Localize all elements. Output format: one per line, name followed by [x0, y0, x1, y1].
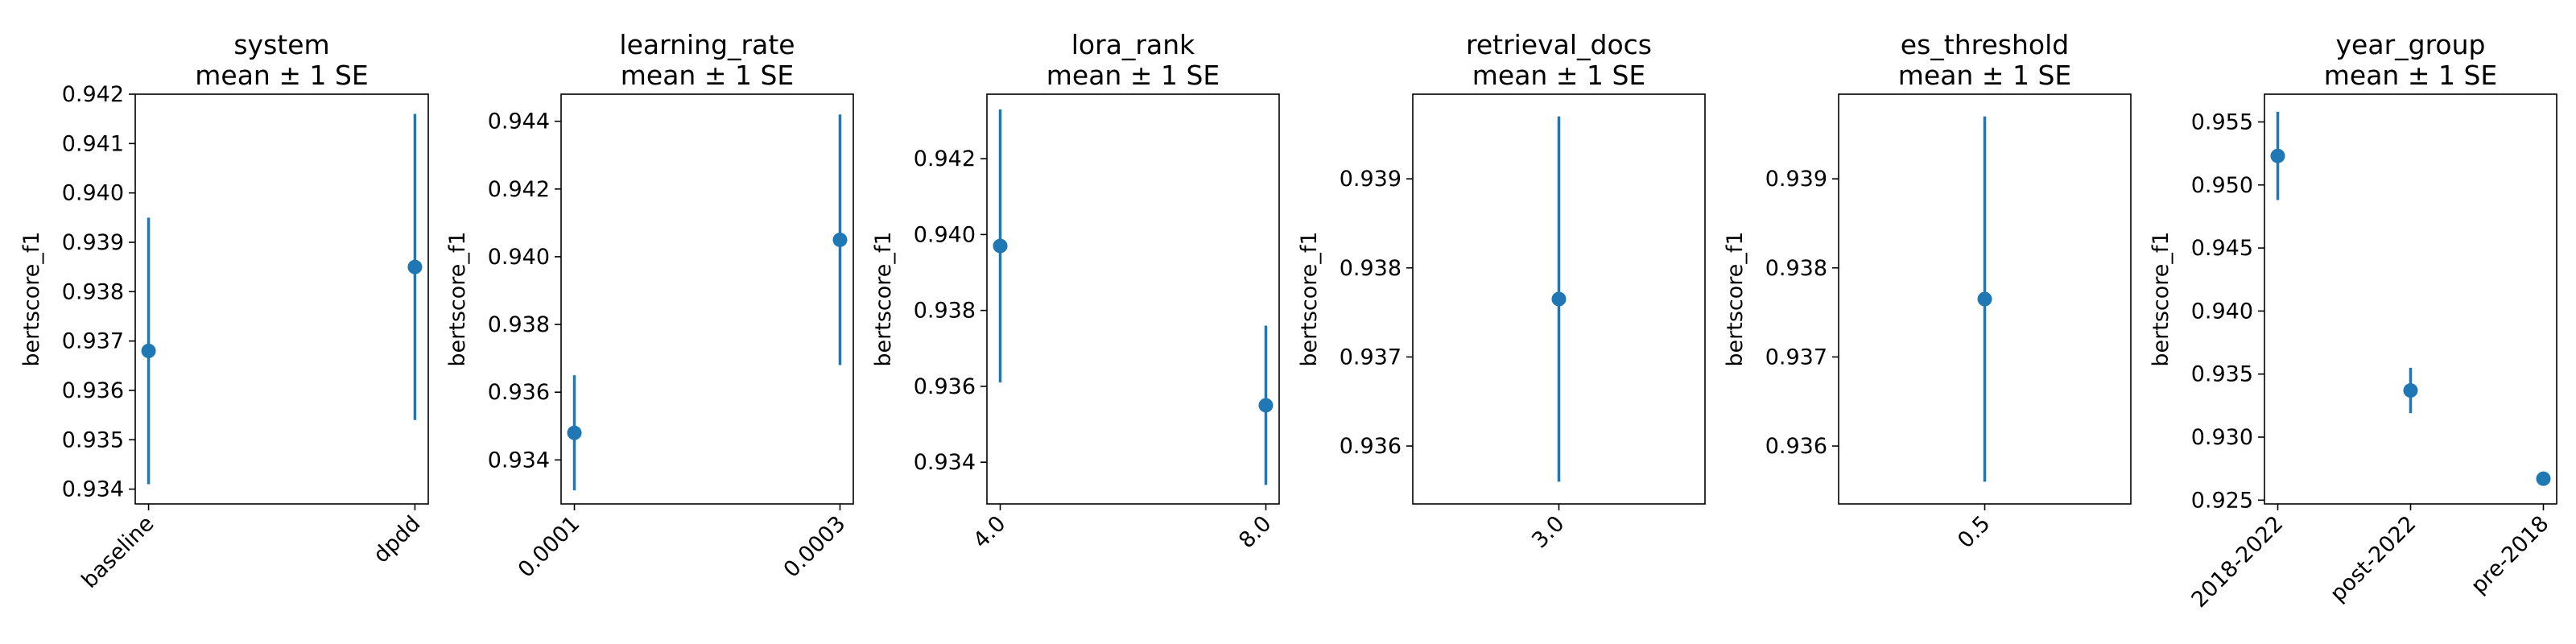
panel-subtitle: mean ± 1 SE	[2324, 60, 2498, 91]
y-tick-label: 0.937	[62, 329, 124, 354]
panel-subtitle: mean ± 1 SE	[1046, 60, 1220, 91]
y-tick-label: 0.939	[1340, 167, 1402, 192]
plot-frame	[1412, 93, 1706, 505]
y-tick-label: 0.955	[2191, 109, 2253, 134]
x-tick-label: 8.0	[1234, 511, 1276, 553]
y-tick-label: 0.930	[2191, 425, 2253, 450]
y-tick-label: 0.935	[2191, 362, 2253, 387]
y-tick-label: 0.940	[2191, 299, 2253, 324]
x-tick-label: dpdd	[369, 511, 425, 568]
plot-frame	[560, 93, 854, 505]
y-tick-label: 0.940	[914, 222, 976, 247]
panel-title: learning_rate	[619, 29, 795, 60]
plot-frame	[986, 93, 1280, 505]
y-tick-label: 0.944	[488, 109, 550, 134]
panel-subtitle: mean ± 1 SE	[1898, 60, 2072, 91]
y-tick-label: 0.937	[1765, 345, 1827, 369]
panel-subtitle: mean ± 1 SE	[195, 60, 369, 91]
y-tick-label: 0.938	[1765, 256, 1827, 281]
y-tick-label: 0.936	[1340, 434, 1402, 459]
y-tick-label: 0.937	[1340, 345, 1402, 369]
x-tick-label: pre-2018	[2467, 511, 2554, 599]
panel-title: system	[233, 29, 329, 60]
y-tick-label: 0.941	[62, 131, 124, 156]
y-tick-label: 0.934	[914, 450, 976, 475]
mean-marker-pre-2018	[2536, 471, 2551, 486]
y-tick-label: 0.945	[2191, 236, 2253, 261]
y-tick-label: 0.936	[488, 380, 550, 405]
mean-marker-dpdd	[407, 259, 423, 275]
mean-marker-0.5	[1977, 291, 1992, 307]
x-tick-label: baseline	[77, 511, 159, 593]
mean-marker-8.0	[1258, 398, 1274, 413]
panel-subtitle: mean ± 1 SE	[621, 60, 795, 91]
mean-marker-baseline	[141, 343, 156, 358]
y-tick-label: 0.934	[62, 477, 124, 502]
y-tick-label: 0.938	[62, 279, 124, 304]
mean-marker-2018-2022	[2270, 148, 2285, 163]
y-axis-label: bertscore_f1	[445, 231, 470, 366]
y-tick-label: 0.936	[914, 374, 976, 399]
y-tick-label: 0.938	[914, 299, 976, 324]
y-tick-label: 0.939	[62, 230, 124, 255]
y-axis-label: bertscore_f1	[19, 231, 44, 366]
y-tick-label: 0.942	[914, 147, 976, 171]
panel-subtitle: mean ± 1 SE	[1472, 60, 1646, 91]
y-tick-label: 0.950	[2191, 173, 2253, 198]
mean-marker-0.0003	[832, 232, 848, 247]
y-tick-label: 0.940	[62, 181, 124, 206]
y-axis-label: bertscore_f1	[871, 231, 896, 366]
mean-marker-3.0	[1551, 291, 1567, 307]
y-axis-label: bertscore_f1	[1723, 231, 1748, 366]
y-tick-label: 0.942	[488, 177, 550, 202]
panel-title: retrieval_docs	[1466, 29, 1652, 60]
x-tick-label: 3.0	[1527, 511, 1569, 553]
y-tick-label: 0.939	[1765, 167, 1827, 192]
plot-frame	[134, 93, 429, 505]
panel-title: year_group	[2336, 29, 2486, 60]
y-tick-label: 0.936	[1765, 434, 1827, 459]
y-tick-label: 0.934	[488, 448, 550, 473]
y-tick-label: 0.942	[62, 82, 124, 107]
x-tick-label: 4.0	[968, 511, 1010, 553]
x-tick-label: post-2022	[2326, 511, 2421, 607]
x-tick-label: 0.5	[1953, 511, 1995, 553]
mean-marker-4.0	[993, 238, 1008, 254]
mean-marker-post-2022	[2403, 383, 2418, 398]
x-tick-label: 0.0001	[514, 511, 585, 583]
y-tick-label: 0.936	[62, 378, 124, 403]
plot-frame	[2264, 93, 2557, 505]
y-tick-label: 0.938	[1340, 256, 1402, 281]
mean-marker-0.0001	[567, 425, 582, 440]
y-tick-label: 0.940	[488, 245, 550, 270]
plot-frame	[1838, 93, 2132, 505]
y-axis-label: bertscore_f1	[1297, 231, 1322, 366]
y-axis-label: bertscore_f1	[2149, 231, 2174, 366]
x-tick-label: 0.0003	[779, 511, 851, 583]
panel-title: lora_rank	[1071, 29, 1195, 60]
x-tick-label: 2018-2022	[2186, 511, 2288, 613]
y-tick-label: 0.935	[62, 427, 124, 452]
y-tick-label: 0.938	[488, 312, 550, 337]
y-tick-label: 0.925	[2191, 488, 2253, 513]
panel-title: es_threshold	[1901, 29, 2069, 60]
